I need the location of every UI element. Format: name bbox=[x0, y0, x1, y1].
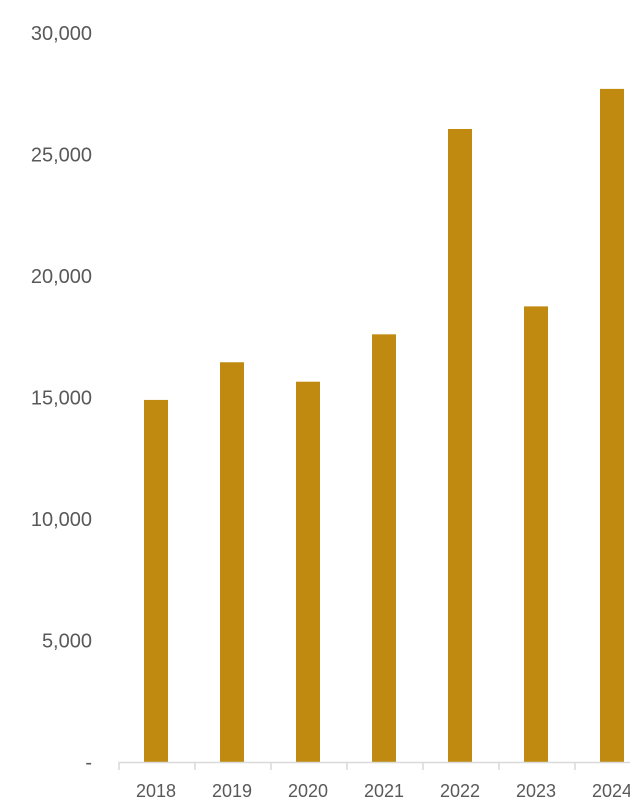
x-tick-label: 2020 bbox=[288, 781, 328, 801]
bar bbox=[144, 399, 168, 762]
bar bbox=[524, 306, 548, 762]
y-tick-label: - bbox=[85, 752, 92, 774]
x-tick-label: 2023 bbox=[516, 781, 556, 801]
y-tick-label: 30,000 bbox=[31, 23, 92, 45]
bar bbox=[220, 362, 244, 762]
x-tick-label: 2019 bbox=[212, 781, 252, 801]
y-tick-label: 20,000 bbox=[31, 266, 92, 288]
y-tick-label: 15,000 bbox=[31, 388, 92, 410]
x-axis-tick-labels: 2018 2019 2020 2021 2022 2023 2024 bbox=[136, 781, 630, 801]
x-tick-label: 2018 bbox=[136, 781, 176, 801]
y-tick-label: 25,000 bbox=[31, 145, 92, 167]
y-tick-label: 5,000 bbox=[42, 631, 92, 653]
bar bbox=[372, 334, 396, 762]
x-axis-tick-marks bbox=[118, 762, 576, 770]
x-tick-label: 2024 bbox=[592, 781, 630, 801]
bar bbox=[448, 128, 472, 763]
bars-group bbox=[144, 88, 624, 763]
bar bbox=[296, 381, 320, 762]
x-tick-label: 2022 bbox=[440, 781, 480, 801]
y-axis-tick-labels: - 5,000 10,000 15,000 20,000 25,000 30,000 bbox=[31, 23, 92, 774]
x-tick-label: 2021 bbox=[364, 781, 404, 801]
y-tick-label: 10,000 bbox=[31, 509, 92, 531]
bar bbox=[600, 88, 624, 762]
